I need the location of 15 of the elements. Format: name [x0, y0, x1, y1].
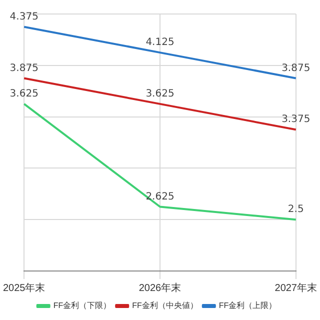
data-label: 4.375 — [10, 11, 38, 22]
data-label: 3.375 — [282, 114, 310, 126]
data-label: 2.5 — [288, 204, 304, 216]
x-tick-label: 2025年末 — [3, 282, 46, 294]
x-tick-label: 2026年末 — [138, 282, 182, 294]
data-label: 2.625 — [146, 191, 174, 202]
legend-label: FF金利（中央値） — [132, 301, 198, 310]
legend-label: FF金利（上限） — [218, 301, 277, 310]
legend-label: FF金利（下限） — [53, 301, 112, 310]
data-label: 3.625 — [146, 88, 174, 100]
x-tick-label: 2027年末 — [274, 282, 317, 294]
data-label: 3.875 — [282, 62, 310, 74]
data-label: 3.875 — [10, 62, 38, 74]
data-label: 3.625 — [10, 88, 38, 100]
data-label: 4.125 — [146, 37, 174, 48]
